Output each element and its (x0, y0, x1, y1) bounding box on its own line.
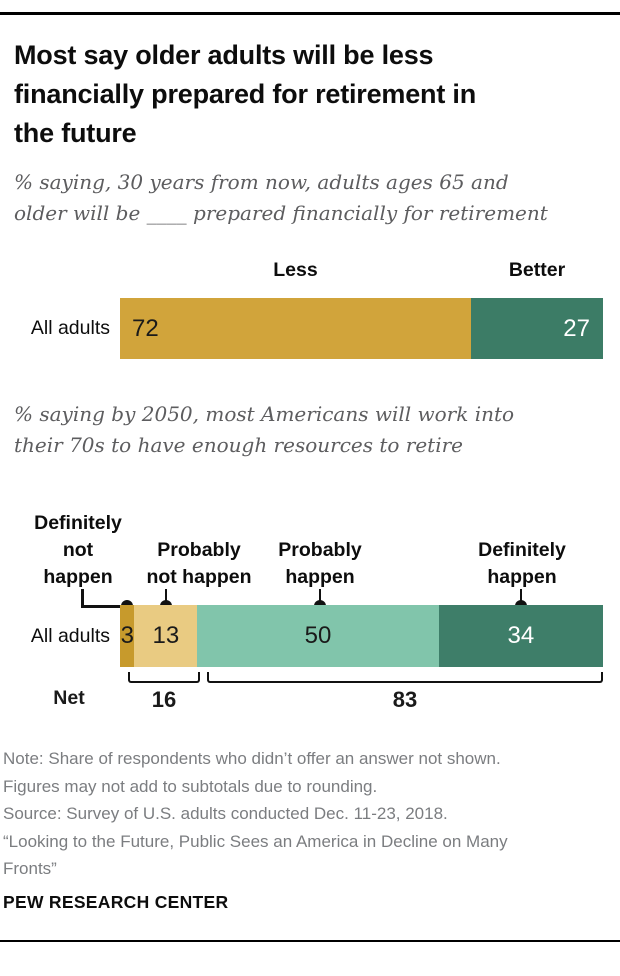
net-value: 16 (151, 687, 177, 712)
legend-label-less: Less (273, 259, 318, 281)
title-line: the future (14, 118, 137, 148)
subtitle-line: their 70s to have enough resources to re… (14, 433, 464, 457)
bar-value: 34 (507, 622, 535, 649)
bar-segment-less: 72 (120, 298, 472, 359)
top-divider (0, 12, 620, 15)
bar-track: 3 13 50 34 (120, 605, 603, 667)
report-title-line: Fronts” (3, 859, 57, 878)
note-line: Figures may not add to subtotals due to … (3, 776, 378, 796)
bar-value: 50 (304, 622, 332, 649)
bottom-divider (0, 939, 620, 942)
page-title: Most say older adults will be less finan… (14, 36, 604, 153)
net-label: Net (53, 687, 85, 709)
brand-pew-research-center: PEW RESEARCH CENTER (3, 891, 229, 912)
net-bracket (128, 672, 200, 683)
bar-value: 3 (120, 622, 134, 649)
bar-value: 27 (563, 315, 590, 342)
bar-segment-better: 27 (471, 298, 603, 359)
chart-retirement-prepared: Less Better All adults 72 27 (0, 251, 620, 361)
bar-value: 13 (152, 622, 180, 649)
legend-label-better: Better (508, 259, 566, 281)
leader-line (318, 589, 321, 607)
row-label: All adults (30, 317, 110, 339)
category-label-definitely-not: Definitely not happen (34, 512, 122, 588)
category-label-probably-not: Probably not happen (146, 539, 252, 588)
net-bracket (207, 672, 603, 683)
category-label-probably: Probably happen (278, 539, 362, 588)
leader-line (81, 605, 129, 608)
bar-value: 72 (132, 315, 159, 342)
leader-line (164, 589, 167, 607)
report-title-line: “Looking to the Future, Public Sees an A… (3, 831, 508, 851)
subtitle-line: older will be ____ prepared financially … (14, 201, 548, 225)
row-label: All adults (30, 625, 110, 647)
note-line: Note: Share of respondents who didn’t of… (3, 749, 501, 768)
title-line: financially prepared for retirement in (14, 79, 477, 109)
bar-segment-probably-not: 13 (134, 605, 198, 667)
net-value: 83 (392, 687, 418, 712)
subtitle-line: % saying by 2050, most Americans will wo… (14, 402, 515, 426)
title-line: Most say older adults will be less (14, 40, 434, 70)
chart-work-into-70s: Definitely not happen Probably not happe… (0, 505, 620, 715)
bar-segment-definitely-not: 3 (120, 605, 135, 667)
category-label-definitely: Definitely happen (478, 539, 566, 588)
chart2-subtitle: % saying by 2050, most Americans will wo… (14, 399, 604, 461)
leader-line (81, 589, 84, 607)
chart1-subtitle: % saying, 30 years from now, adults ages… (14, 167, 604, 229)
bar-segment-probably: 50 (197, 605, 439, 667)
subtitle-line: % saying, 30 years from now, adults ages… (14, 170, 509, 194)
source-line: Source: Survey of U.S. adults conducted … (3, 804, 448, 823)
footnote: Note: Share of respondents who didn’t of… (3, 745, 610, 883)
bar-track: 72 27 (120, 298, 603, 359)
leader-line (519, 589, 522, 607)
bar-segment-definitely: 34 (438, 605, 603, 667)
